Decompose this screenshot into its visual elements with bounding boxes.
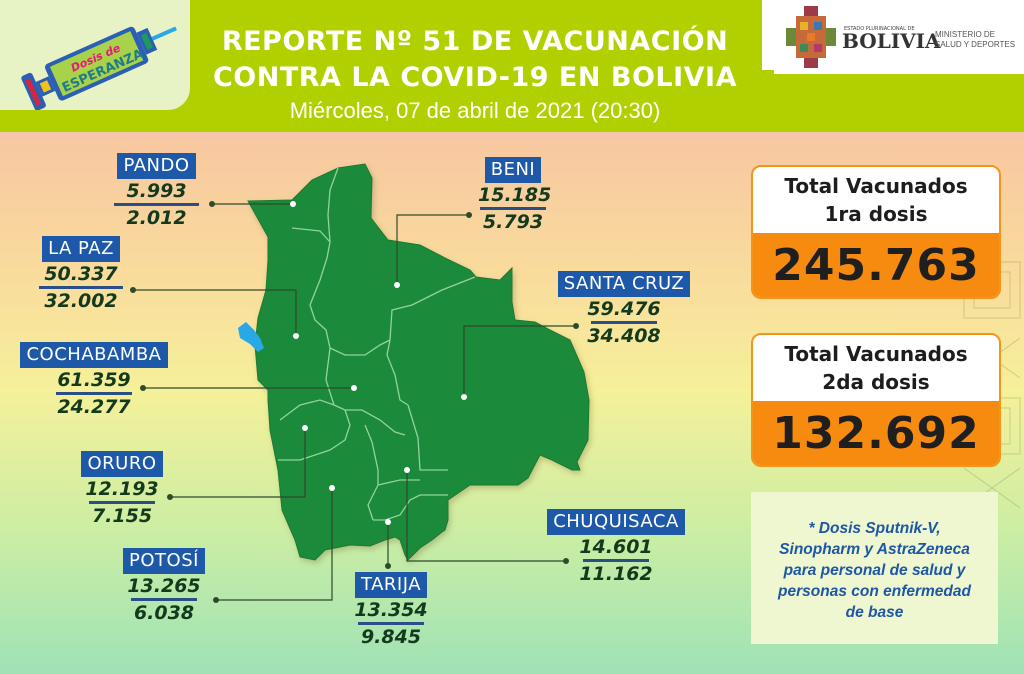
note-line-2: Sinopharm y AstraZeneca (779, 541, 970, 558)
card-label-line-1: Total Vacunados (784, 342, 968, 366)
region-dose2: 2.012 (126, 207, 187, 229)
region-tarija: TARIJA 13.354 9.845 (343, 572, 439, 649)
fraction-bar (583, 559, 649, 562)
card-label: Total Vacunados 2da dosis (753, 335, 999, 401)
card-label-line-1: Total Vacunados (784, 174, 968, 198)
region-potosi: POTOSÍ 13.265 6.038 (120, 548, 208, 625)
region-dose2: 9.845 (360, 626, 422, 648)
ministry-line-2: SALUD Y DEPORTES (935, 40, 1016, 49)
header-divider (0, 132, 1024, 140)
fraction-bar (358, 622, 424, 625)
region-dose1: 59.476 (587, 298, 661, 320)
fraction-bar (39, 286, 123, 289)
region-pando: PANDO 5.993 2.012 (104, 153, 209, 230)
card-label-line-2: 1ra dosis (824, 202, 928, 226)
region-name: COCHABAMBA (20, 342, 168, 368)
region-name: POTOSÍ (123, 548, 205, 574)
ministry-line-1: MINISTERIO DE (935, 30, 996, 39)
vaccine-note: * Dosis Sputnik-V, Sinopharm y AstraZene… (751, 492, 998, 644)
fraction-bar (56, 392, 132, 395)
region-name: SANTA CRUZ (557, 271, 691, 297)
region-dose2: 32.002 (44, 290, 118, 312)
region-dose1: 13.265 (127, 575, 201, 597)
fraction-bar (131, 598, 197, 601)
region-name: LA PAZ (42, 236, 120, 262)
note-line-4: personas con enfermedad (778, 583, 971, 600)
fraction-bar (591, 321, 657, 324)
region-dose2: 34.408 (587, 325, 661, 347)
region-oruro: ORURO 12.193 7.155 (76, 451, 168, 528)
region-dose1: 50.337 (44, 263, 118, 285)
region-name: ORURO (81, 451, 163, 477)
region-chuquisaca: CHUQUISACA 14.601 11.162 (534, 509, 698, 586)
chakana-emblem-icon (786, 6, 836, 68)
region-dose1: 13.354 (354, 599, 428, 621)
region-la-paz: LA PAZ 50.337 32.002 (36, 236, 126, 313)
fraction-bar (89, 501, 155, 504)
region-dose2: 6.038 (133, 602, 195, 624)
report-date: Miércoles, 07 de abril de 2021 (20:30) (289, 98, 661, 123)
total-first-dose-value: 245.763 (753, 233, 999, 297)
region-dose1: 14.601 (579, 536, 653, 558)
title-line-1: REPORTE Nº 51 DE VACUNACIÓN (221, 26, 729, 57)
card-label-line-2: 2da dosis (822, 370, 930, 394)
gov-name: BOLIVIA (842, 29, 941, 53)
note-line-3: para personal de salud y (783, 562, 966, 579)
title-line-2: CONTRA LA COVID-19 EN BOLIVIA (212, 62, 737, 93)
note-line-5: de base (845, 604, 904, 621)
total-second-dose-value: 132.692 (753, 401, 999, 465)
region-cochabamba: COCHABAMBA 61.359 24.277 (14, 342, 174, 419)
syringe-icon: Dosis de ESPERANZA (21, 26, 177, 111)
card-label: Total Vacunados 1ra dosis (753, 167, 999, 233)
region-dose1: 5.993 (126, 180, 187, 202)
region-dose1: 61.359 (57, 369, 131, 391)
government-logo-panel: ESTADO PLURINACIONAL DE BOLIVIA MINISTER… (762, 0, 1024, 70)
region-name: CHUQUISACA (547, 509, 685, 535)
region-dose2: 7.155 (91, 505, 153, 527)
report-title: REPORTE Nº 51 DE VACUNACIÓN CONTRA LA CO… (200, 24, 750, 126)
ministry-name: MINISTERIO DE SALUD Y DEPORTES (935, 30, 1015, 50)
region-dose1: 15.185 (478, 184, 552, 206)
region-dose2: 24.277 (57, 396, 131, 418)
gov-small-text: ESTADO PLURINACIONAL DE (844, 26, 915, 32)
lake-titicaca (238, 322, 264, 352)
note-line-1: * Dosis Sputnik-V, (808, 520, 941, 537)
fraction-bar (480, 207, 546, 210)
campaign-logo-panel: Dosis de ESPERANZA (0, 0, 190, 111)
total-second-dose-card: Total Vacunados 2da dosis 132.692 (751, 333, 1001, 467)
fraction-bar (114, 203, 199, 206)
region-name: TARIJA (354, 572, 428, 598)
region-name: BENI (484, 157, 542, 183)
region-beni: BENI 15.185 5.793 (478, 157, 552, 234)
total-first-dose-card: Total Vacunados 1ra dosis 245.763 (751, 165, 1001, 299)
gov-panel-step (774, 70, 1024, 74)
region-dose2: 5.793 (482, 211, 544, 233)
region-santa-cruz: SANTA CRUZ 59.476 34.408 (540, 271, 708, 348)
region-dose2: 11.162 (579, 563, 653, 585)
region-name: PANDO (117, 153, 196, 179)
region-dose1: 12.193 (85, 478, 159, 500)
